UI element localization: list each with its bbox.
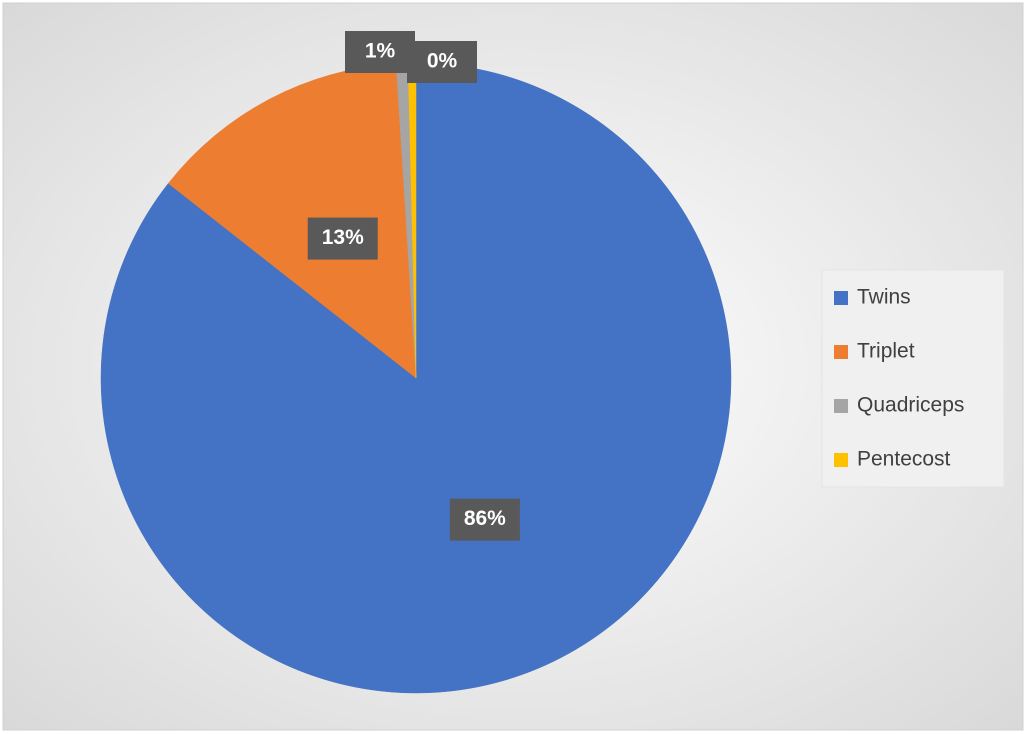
legend-swatch	[834, 345, 848, 359]
data-label-box	[307, 217, 378, 260]
legend-box	[821, 269, 1005, 488]
data-label-box	[345, 31, 415, 73]
legend-swatch	[834, 399, 848, 413]
legend-swatch	[834, 291, 848, 305]
data-label: 0%	[427, 50, 458, 73]
legend-label: Pentecost	[857, 448, 951, 471]
legend-label: Triplet	[857, 340, 915, 363]
legend-label: Quadriceps	[857, 394, 964, 417]
data-label: 13%	[322, 226, 364, 249]
legend-label: Twins	[857, 286, 911, 309]
legend-swatch	[834, 453, 848, 467]
data-label: 86%	[464, 507, 506, 530]
data-label-box	[407, 41, 477, 83]
data-label: 1%	[365, 40, 396, 63]
data-label-box	[449, 498, 520, 541]
